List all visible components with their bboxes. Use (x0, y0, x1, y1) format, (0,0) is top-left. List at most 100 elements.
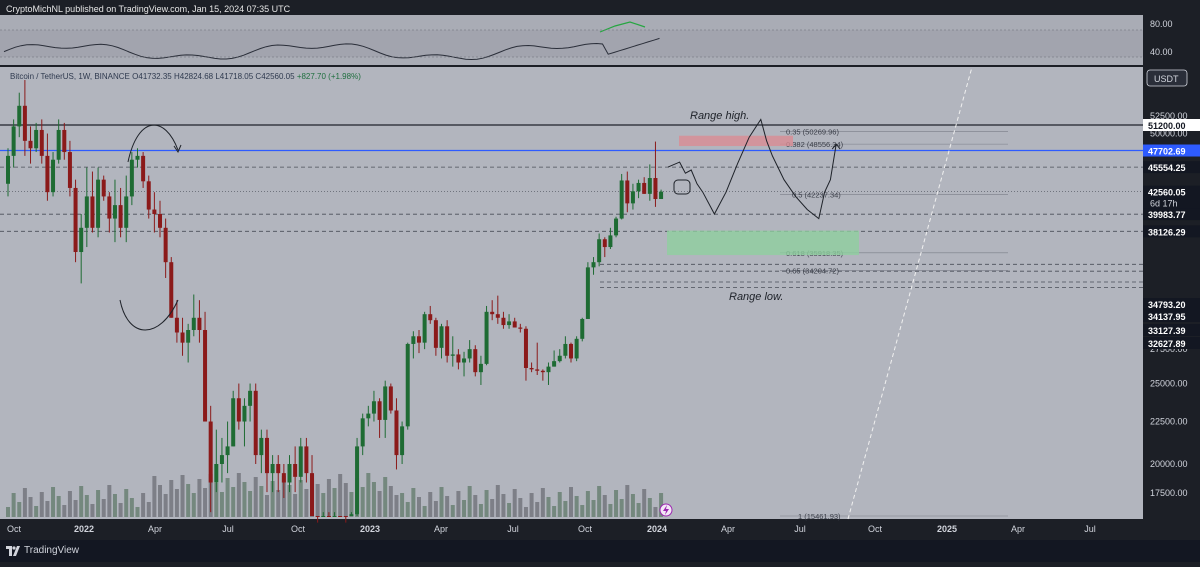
candle-body (484, 311, 489, 364)
volume-bar (298, 480, 303, 517)
volume-bar (152, 476, 157, 517)
rsi-overbought-segment (599, 21, 646, 33)
price-tick: 27500.00 (1150, 344, 1188, 354)
volume-bar (383, 477, 388, 517)
volume-bar (321, 493, 326, 517)
volume-bar (146, 502, 151, 517)
candle-body (34, 129, 39, 149)
candle-body (208, 421, 213, 483)
tradingview-brand: TradingView (24, 545, 80, 556)
volume-bar (264, 495, 269, 517)
candle-body (439, 326, 444, 348)
candle-body (569, 343, 573, 359)
candle-body (253, 390, 258, 456)
volume-bar (416, 497, 421, 517)
time-tick: Jul (507, 524, 519, 534)
volume-bar (608, 504, 613, 517)
tradingview-logo[interactable]: TradingView (6, 545, 79, 556)
candle-body (473, 349, 478, 373)
volume-bar (428, 492, 433, 517)
price-badge (1143, 324, 1200, 336)
ohlc-high: H42824.68 (173, 72, 214, 81)
ohlc-change: +827.70 (+1.98%) (296, 72, 361, 81)
volume-bar (118, 503, 123, 517)
volume-bar (191, 493, 196, 517)
candle-body (495, 314, 500, 318)
candle-body (512, 321, 517, 328)
candle-body (62, 129, 67, 153)
price-tick: 22500.00 (1150, 417, 1188, 427)
volume-bar (248, 491, 253, 517)
price-badge-label: 47702.69 (1148, 147, 1186, 157)
candle-body (141, 155, 146, 182)
candle-body (597, 239, 602, 263)
candle-body (518, 327, 523, 329)
volume-bar (124, 489, 129, 517)
symbol-line: Bitcoin / TetherUS, 1W, BINANCE O41732.3… (10, 72, 361, 81)
price-badge-label: 34793.20 (1148, 300, 1186, 310)
candle-body (197, 317, 202, 331)
candle-body (79, 227, 84, 253)
candle-body (214, 464, 219, 483)
candle-body (270, 464, 275, 474)
candle-body (96, 179, 101, 228)
volume-bar (400, 493, 405, 517)
candle-body (219, 455, 224, 464)
price-axis-bg (1143, 15, 1200, 519)
candle-body (287, 464, 292, 483)
candle-body (608, 235, 613, 248)
time-tick: 2024 (647, 524, 667, 534)
volume-bar (11, 493, 16, 517)
candle-body (321, 516, 326, 517)
volume-bar (338, 474, 343, 517)
volume-bar (343, 483, 348, 517)
time-tick: Oct (291, 524, 306, 534)
candle-body (310, 473, 315, 516)
volume-bar (17, 502, 22, 517)
time-tick: 2023 (360, 524, 380, 534)
price-badge (1143, 185, 1200, 210)
volume-bar (625, 485, 630, 517)
volume-bar (231, 487, 236, 517)
volume-bar (174, 489, 179, 517)
volume-bar (304, 489, 309, 517)
price-tick: 25000.00 (1150, 379, 1188, 389)
candle-body (546, 366, 551, 373)
candle-body (28, 140, 33, 149)
price-badge (1143, 208, 1200, 221)
volume-bar (659, 493, 664, 517)
volume-bar (219, 492, 224, 517)
volume-bar (512, 489, 517, 517)
time-tick: Jul (794, 524, 806, 534)
price-badge (1143, 337, 1200, 349)
fib-label: 0.35 (50269.96) (786, 128, 839, 137)
candle-body (51, 159, 56, 193)
volume-bar (462, 500, 467, 517)
candle-body (653, 178, 658, 200)
volume-bar (614, 490, 619, 517)
candle-body (158, 214, 163, 228)
time-tick: Oct (868, 524, 883, 534)
candle-body (225, 446, 230, 456)
candle-body (73, 187, 78, 253)
volume-bar (501, 494, 506, 517)
rsi-band (0, 30, 1143, 57)
fib-label: 0.382 (48556.34) (786, 140, 844, 149)
volume-bar (315, 484, 320, 517)
currency-label: USDT (1154, 74, 1179, 84)
candle-body (163, 227, 168, 263)
volume-bar (574, 496, 579, 517)
volume-bar (242, 482, 247, 517)
volume-bar (653, 507, 658, 517)
volume-bar (445, 496, 450, 517)
candle-body (152, 209, 157, 215)
price-tick: 20000.00 (1150, 459, 1188, 469)
rsi-line (3, 37, 660, 61)
volume-bar (287, 485, 292, 517)
candle-body (146, 181, 151, 210)
candle-body (129, 159, 134, 197)
diagonal-projection-line (847, 66, 973, 520)
time-tick: 2025 (937, 524, 957, 534)
candle-body (642, 182, 647, 194)
price-badge (1143, 310, 1200, 322)
